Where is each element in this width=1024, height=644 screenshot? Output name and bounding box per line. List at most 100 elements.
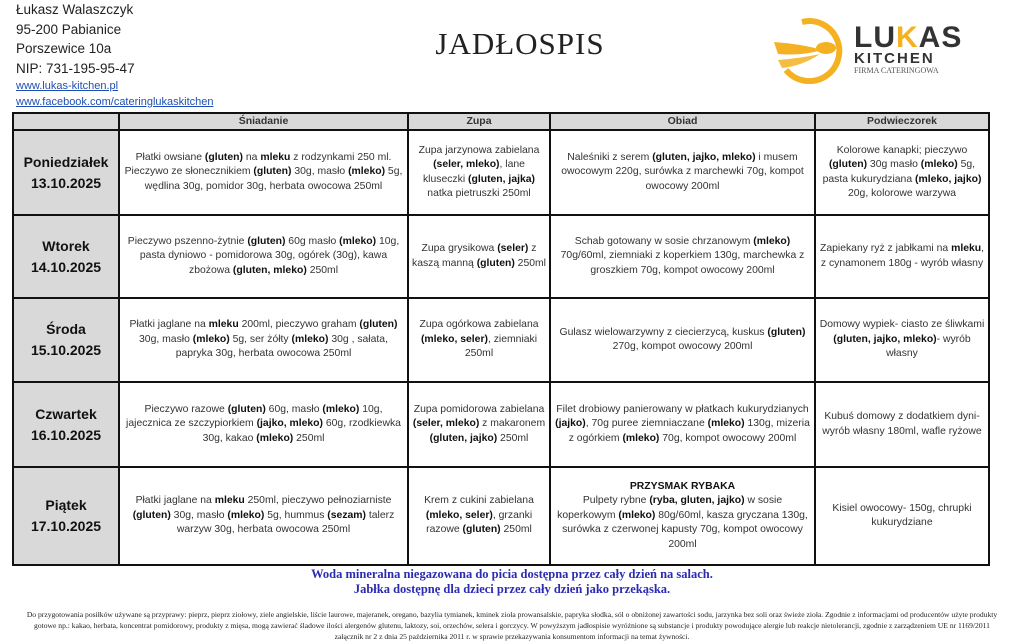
meal-cell: Kisiel owocowy- 150g, chrupki kukurydzia… [814,466,990,566]
allergen-text: (mleko) [920,159,958,170]
meal-text: 250ml, pieczywo pełnoziarniste [244,495,392,507]
meal-cell: Kolorowe kanapki; pieczywo (gluten) 30g … [814,129,990,216]
page-title: JADŁOSPIS [435,26,605,61]
allergen-text: (gluten) [247,235,286,247]
svg-text:KITCHEN: KITCHEN [854,50,935,67]
notes: Woda mineralna niegazowana do picia dost… [0,567,1024,597]
meal-text: Zupa grysikowa [421,243,498,254]
company-street: Porszewice 10a [16,41,112,56]
meal-text: i musem owocowym 220g, surówka z marchew… [561,151,804,192]
meal-text: 130g, mizeria z ogórkiem [568,418,810,444]
allergen-text: (mleko) [348,166,386,178]
allergen-text: (mleko, jajko) [915,173,982,185]
meal-text: w sosie koperkowym [557,495,783,521]
meal-cell: Zupa pomidorowa zabielana (seler, mleko)… [407,381,551,468]
meal-text: 30g, masło [291,166,349,178]
allergen-text: (jajko) [555,418,586,430]
meal-text: Pieczywo pszenno-żytnie [127,235,248,247]
website-link[interactable]: www.lukas-kitchen.pl [16,80,119,92]
allergen-text: (gluten) [204,151,243,163]
day-name: Wtorek [42,237,90,254]
column-header: Podwieczorek [814,112,990,131]
allergen-text: (gluten, mleko) [232,264,307,276]
facebook-link[interactable]: www.facebook.com/cateringlukaskitchen [16,96,214,108]
allergen-text: mleku [260,151,291,163]
meal-text: Pulpety rybne [582,495,650,507]
meal-text: Kolorowe kanapki; pieczywo [836,144,968,156]
meal-text: 200ml, pieczywo graham [238,319,360,331]
meal-text: na [242,151,261,163]
allergen-text: (gluten, jajko) [429,432,498,444]
meal-cell: Schab gotowany w sosie chrzanowym (mleko… [549,214,816,299]
meal-text: 60g, rzodkiewka 30g, kakao [202,418,401,444]
meal-text: Zupa jarzynowa zabielana [418,144,540,156]
meal-cell: Pieczywo razowe (gluten) 60g, masło (mle… [118,381,409,468]
meal-text: 70g/60ml, ziemniaki z koperkiem 130g, ma… [560,250,805,276]
meal-text: z makaronem [479,418,546,430]
meal-cell: Płatki owsiane (gluten) na mleku z rodzy… [118,129,409,216]
allergen-text: (mleko) [227,509,265,521]
meal-text: Zupa ogórkowa zabielana [419,319,539,331]
meal-text: , z cynamonem 180g - wyrób własny [820,243,984,269]
allergen-text: mleku [214,495,245,507]
allergen-text: (gluten) [359,319,398,331]
meal-text: 10g, pasta dyniowo - pomidorowa 30g, ogó… [139,235,400,276]
meal-text: 250ml [500,524,532,536]
meal-text: 20g, kolorowe warzywa [848,188,956,199]
meal-cell: Pieczywo pszenno-żytnie (gluten) 60g mas… [118,214,409,299]
meal-text: Naleśniki z serem [567,151,653,163]
allergen-text: PRZYSMAK RYBAKA [629,480,736,492]
allergen-text: (mleko, seler) [425,509,493,521]
meal-cell: Płatki jaglane na mleku 250ml, pieczywo … [118,466,409,566]
meal-text: Kubuś domowy z dodatkiem dyni- wyrób wła… [822,411,982,437]
allergen-text: (gluten) [476,257,515,269]
meal-cell: Zupa ogórkowa zabielana (mleko, seler), … [407,297,551,383]
meal-cell: Naleśniki z serem (gluten, jajko, mleko)… [549,129,816,216]
allergen-text: (seler, mleko) [412,418,480,430]
meal-text: 70g, kompot owocowy 200ml [659,432,797,444]
water-note: Woda mineralna niegazowana do picia dost… [311,567,713,581]
meal-text: 270g, kompot owocowy 200ml [612,341,753,352]
allergen-text: mleku [951,243,982,254]
day-name: Piątek [45,497,87,513]
meal-text: , lane kluseczki [422,159,525,185]
meal-text: Domowy wypiek- ciasto ze śliwkami [819,319,985,331]
allergen-text: (mleko) [256,432,294,444]
allergen-text: (mleko) [192,333,230,345]
menu-row: Piątek 17.10.2025 Płatki jaglane na mleku … [12,466,990,566]
meal-text: 250ml [306,264,338,276]
meal-text: - wyrób własny [886,333,971,360]
menu-table: Śniadanie Zupa Obiad Podwieczorek Poniedzia… [12,112,990,566]
meal-cell: Kubuś domowy z dodatkiem dyni- wyrób wła… [814,381,990,468]
meal-text: z rodzynkami 250 ml. Pieczywo ze słonecz… [124,151,392,178]
meal-text: 80g/60ml, kasza gryczana 130g, surówka z… [562,509,808,550]
meal-text: 5g, wędlina 30g, pomidor 30g, herbata ow… [144,166,403,192]
meal-text: Zupa pomidorowa zabielana [413,403,545,415]
allergen-text: (gluten) [253,166,292,178]
meal-text: Zapiekany ryż z jabłkami na [819,243,952,254]
lukas-kitchen-logo: LUKAS KITCHEN FIRMA CATERINGOWA [774,18,962,84]
meal-cell: Zupa grysikowa (seler) z kaszą manną (gl… [407,214,551,299]
meal-text: Płatki owsiane [135,151,205,163]
meal-text: 30g, masło [139,333,193,345]
day-cell: Piątek 17.10.2025 [12,466,120,566]
company-nip: NIP: 731-195-95-47 [16,60,135,76]
allergen-text: (mleko) [291,333,329,345]
day-cell: Środa 15.10.2025 [12,297,120,383]
svg-text:LUKAS: LUKAS [854,21,962,54]
meal-text: 30g masło [867,159,921,170]
allergen-text: (jajko, mleko) [256,418,323,430]
meal-text: Gulasz wielowarzywny z ciecierzycą, kusk… [559,326,768,338]
day-name: Środa [46,321,86,337]
company-links: www.lukas-kitchen.pl www.facebook.com/ca… [16,78,213,110]
meal-text: 5g, pasta kukurydziana [822,159,976,185]
company-address: Łukasz Walaszczyk 95-200 Pabianice Porsz… [16,0,135,78]
allergen-text: (gluten, jajko, mleko) [833,333,937,345]
day-name: Czwartek [35,405,97,422]
day-cell: Wtorek 14.10.2025 [12,214,120,299]
meal-cell: Płatki jaglane na mleku 200ml, pieczywo … [118,297,409,383]
allergen-text: (mleko) [322,403,360,415]
meal-text: z kaszą manną [412,243,537,269]
allergen-text: (mleko) [622,432,660,444]
allergen-text: (gluten) [132,509,171,521]
